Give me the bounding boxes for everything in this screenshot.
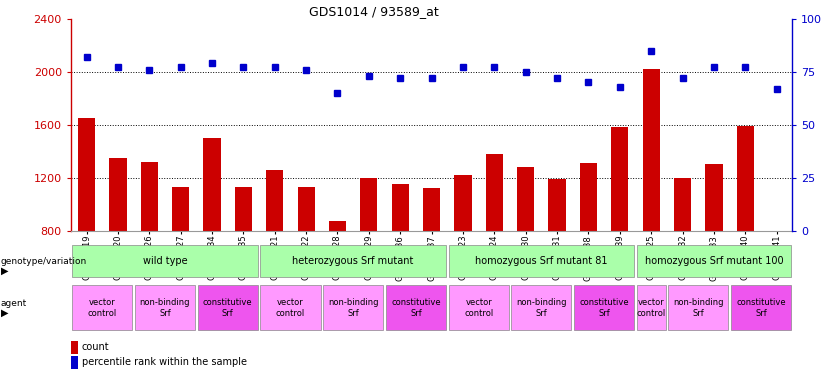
Bar (580, 163, 597, 231)
Text: non-binding
Srf: non-binding Srf (516, 298, 566, 318)
Bar (674, 178, 691, 231)
Text: non-binding
Srf: non-binding Srf (328, 298, 379, 318)
Bar (511, 285, 571, 330)
Bar (266, 170, 284, 231)
Text: vector
control: vector control (464, 298, 493, 318)
Bar (642, 69, 660, 231)
Text: genotype/variation: genotype/variation (1, 256, 87, 265)
Bar (611, 128, 628, 231)
Bar (198, 285, 258, 330)
Title: GDS1014 / 93589_at: GDS1014 / 93589_at (309, 4, 439, 18)
Bar (73, 245, 258, 277)
Text: count: count (82, 342, 109, 352)
Bar (392, 184, 409, 231)
Text: homozygous Srf mutant 100: homozygous Srf mutant 100 (645, 256, 783, 266)
Text: homozygous Srf mutant 81: homozygous Srf mutant 81 (475, 256, 608, 266)
Bar (260, 245, 446, 277)
Bar (386, 285, 446, 330)
Bar (78, 118, 95, 231)
Text: non-binding
Srf: non-binding Srf (140, 298, 190, 318)
Bar (517, 167, 535, 231)
Text: vector
control: vector control (276, 298, 305, 318)
Text: vector
control: vector control (636, 298, 666, 318)
Bar (71, 356, 78, 369)
Text: vector
control: vector control (88, 298, 117, 318)
Bar (449, 285, 509, 330)
Text: heterozygous Srf mutant: heterozygous Srf mutant (293, 256, 414, 266)
Bar (736, 126, 754, 231)
Bar (298, 187, 314, 231)
Text: constitutive
Srf: constitutive Srf (736, 298, 786, 318)
Bar (485, 154, 503, 231)
Bar (668, 285, 728, 330)
Bar (706, 164, 722, 231)
Bar (549, 179, 565, 231)
Text: non-binding
Srf: non-binding Srf (673, 298, 723, 318)
Bar (141, 162, 158, 231)
Bar (449, 245, 634, 277)
Bar (731, 285, 791, 330)
Bar (636, 285, 666, 330)
Bar (574, 285, 634, 330)
Bar (135, 285, 195, 330)
Text: wild type: wild type (143, 256, 188, 266)
Bar (203, 138, 221, 231)
Bar (235, 187, 252, 231)
Bar (71, 341, 78, 354)
Bar (109, 158, 127, 231)
Bar (73, 285, 133, 330)
Text: agent: agent (1, 298, 27, 307)
Bar (360, 178, 378, 231)
Bar (172, 187, 189, 231)
Text: constitutive
Srf: constitutive Srf (580, 298, 629, 318)
Bar (636, 245, 791, 277)
Bar (329, 221, 346, 231)
Text: ▶: ▶ (1, 308, 8, 318)
Bar (323, 285, 384, 330)
Bar (260, 285, 320, 330)
Bar (423, 188, 440, 231)
Text: ▶: ▶ (1, 266, 8, 276)
Text: constitutive
Srf: constitutive Srf (391, 298, 440, 318)
Text: percentile rank within the sample: percentile rank within the sample (82, 357, 247, 367)
Text: constitutive
Srf: constitutive Srf (203, 298, 253, 318)
Bar (455, 175, 471, 231)
